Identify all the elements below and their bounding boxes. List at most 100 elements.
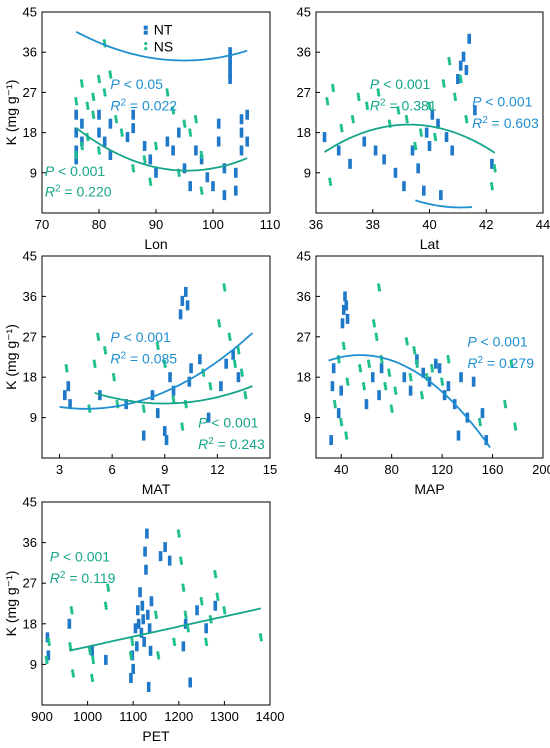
nt-point: [145, 534, 149, 539]
nt-point: [330, 387, 335, 392]
nt-point: [224, 358, 228, 363]
nt-point: [158, 554, 163, 558]
y-tick-label: 18: [23, 616, 37, 631]
legend-label: NS: [154, 39, 173, 55]
nt-point: [149, 596, 154, 600]
ns-point: [465, 120, 469, 124]
nt-point: [108, 121, 113, 126]
nt-point: [206, 419, 211, 423]
nt-point: [444, 135, 449, 139]
ns-point: [97, 74, 101, 78]
ns-point: [396, 106, 400, 110]
ns-point: [200, 599, 204, 603]
ns-point: [387, 119, 391, 123]
ns-point: [478, 420, 482, 424]
ns-point: [414, 147, 418, 151]
ns-point: [433, 135, 437, 139]
series-nt: [329, 291, 489, 446]
nt-point: [144, 567, 148, 572]
nt-point: [165, 136, 170, 141]
x-tick-label: 1300: [210, 709, 239, 724]
nt-point: [187, 376, 192, 381]
ns-point: [68, 642, 72, 646]
ns-point: [356, 92, 360, 96]
nt-point: [129, 672, 133, 677]
r2-annotation: R2 = 0.279: [467, 355, 534, 372]
nt-point: [228, 69, 232, 74]
ns-point: [204, 640, 208, 644]
nt-point: [446, 381, 451, 385]
ns-point: [228, 337, 232, 341]
y-tick-label: 36: [297, 45, 311, 60]
nt-point: [194, 151, 198, 156]
ns-point: [223, 288, 227, 292]
nt-point: [393, 171, 398, 175]
nt-point: [181, 644, 186, 649]
nt-point: [402, 187, 406, 192]
ns-point: [413, 141, 417, 145]
nt-point: [188, 680, 192, 685]
nt-point: [66, 387, 71, 392]
nt-point: [408, 388, 413, 393]
nt-point: [158, 557, 163, 562]
ns-point: [93, 364, 97, 368]
x-tick-label: 80: [384, 462, 398, 477]
ns-point: [179, 559, 183, 563]
nt-point: [473, 108, 477, 113]
nt-point: [343, 297, 347, 302]
y-tick-label: 27: [297, 85, 311, 100]
ns-point: [362, 387, 366, 391]
nt-point: [444, 132, 449, 136]
nt-point: [236, 372, 241, 376]
plot-frame: [41, 501, 271, 706]
x-tick-label: 100: [202, 217, 224, 232]
ns-point: [367, 364, 371, 368]
nt-point: [74, 148, 78, 153]
nt-point: [228, 63, 232, 68]
ns-point: [165, 90, 169, 94]
nt-point: [188, 181, 192, 185]
nt-point: [330, 381, 335, 385]
nt-point: [139, 634, 144, 638]
nt-point: [141, 430, 146, 435]
ns-point: [367, 362, 371, 366]
nt-point: [182, 166, 187, 171]
ns-point: [115, 402, 120, 406]
x-tick-label: 12: [210, 462, 224, 477]
nt-point: [239, 127, 244, 132]
ns-point: [74, 97, 78, 101]
nt-point: [133, 623, 138, 627]
ns-point: [142, 155, 146, 159]
ns-point: [69, 606, 73, 610]
ns-point: [91, 655, 95, 659]
ns-point: [413, 351, 417, 355]
ns-point: [130, 640, 134, 644]
nt-point: [465, 412, 470, 417]
nt-point: [146, 685, 151, 689]
nt-point: [234, 174, 238, 178]
r2-annotation: R2 = 0.022: [110, 97, 177, 114]
x-axis-label: Lon: [144, 236, 167, 252]
nt-point: [408, 385, 413, 390]
ns-point: [70, 608, 74, 612]
ns-point: [90, 673, 94, 677]
ns-point: [163, 362, 167, 366]
nt-point: [484, 435, 489, 439]
nt-point: [427, 147, 432, 151]
ns-point: [172, 640, 176, 644]
ns-point: [404, 337, 408, 341]
nt-point: [446, 384, 451, 388]
ns-point: [102, 39, 106, 43]
nt-point: [198, 354, 202, 358]
nt-point: [135, 647, 139, 652]
nt-point: [45, 632, 50, 636]
plot-frame: [41, 255, 271, 459]
nt-point: [143, 546, 147, 551]
nt-point: [245, 112, 249, 117]
nt-point: [146, 681, 151, 686]
nt-point: [222, 190, 227, 194]
nt-point: [456, 74, 460, 78]
x-axis-label: Lat: [420, 236, 440, 252]
ns-point: [223, 611, 227, 615]
ns-point: [387, 371, 391, 375]
